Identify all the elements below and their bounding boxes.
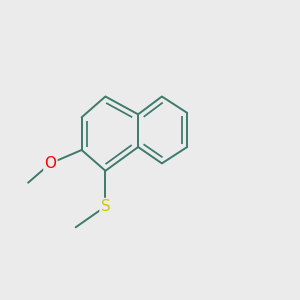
Text: O: O xyxy=(44,156,56,171)
Text: S: S xyxy=(100,199,110,214)
